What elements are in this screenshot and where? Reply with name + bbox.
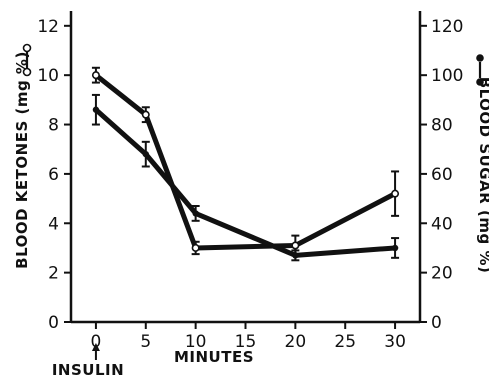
ketones-point	[91, 71, 100, 80]
ketones-point	[391, 189, 400, 198]
x-tick-label: 30	[384, 332, 406, 352]
ketones-line	[94, 73, 397, 251]
sugar-line	[94, 107, 396, 258]
y-left-tick-label: 8	[48, 116, 59, 136]
y-left-tick-label: 0	[48, 313, 59, 333]
ketones-point	[141, 110, 150, 119]
y-axis-right-label: BLOOD SUGAR (mg %)	[476, 77, 489, 274]
y-right-tick-label: 40	[431, 214, 453, 234]
ketones-point	[191, 243, 200, 252]
x-tick-label: 10	[185, 332, 207, 352]
sugar-point	[92, 106, 100, 113]
y-right-tick-label: 100	[431, 66, 463, 86]
x-tick-label: 5	[140, 332, 151, 352]
y-right-tick-label: 120	[431, 17, 463, 37]
y-right-tick-label: 0	[431, 313, 442, 333]
ketones-point	[291, 241, 300, 250]
y-right-tick-label: 80	[431, 116, 453, 136]
y-left-tick-label: 2	[48, 264, 59, 284]
sugar-point	[391, 244, 399, 252]
ketones-series	[91, 66, 400, 257]
y-right-tick-label: 60	[431, 165, 453, 185]
x-tick-label: 15	[235, 332, 257, 352]
y-left-tick-label: 12	[37, 17, 59, 37]
insulin-arrow-head	[91, 343, 100, 351]
x-tick-label: 0	[91, 332, 102, 352]
sugar-point	[142, 150, 149, 158]
y-left-tick-label: 6	[48, 165, 59, 185]
x-tick-label: 20	[285, 332, 307, 352]
sugar-point	[292, 252, 299, 259]
x-axis-label: MINUTES	[174, 348, 254, 366]
y-left-tick-label: 4	[48, 214, 59, 234]
y-left-tick-label: 10	[37, 66, 59, 86]
insulin-annotation-label: INSULIN	[52, 361, 124, 378]
series-layer	[91, 66, 400, 262]
labels: MINUTES BLOOD KETONES (mg %) BLOOD SUGAR…	[13, 43, 489, 378]
left-legend-glyph-top	[22, 43, 32, 53]
sugar-series	[91, 93, 400, 262]
y-right-tick-label: 20	[431, 264, 453, 284]
right-legend-glyph-top	[476, 54, 484, 62]
right-legend-glyph-bottom	[476, 78, 484, 86]
left-legend-glyph-bottom	[22, 67, 32, 77]
sugar-point	[192, 210, 199, 217]
y-axis-left-label: BLOOD KETONES (mg %)	[13, 51, 31, 269]
x-tick-label: 25	[334, 332, 356, 352]
